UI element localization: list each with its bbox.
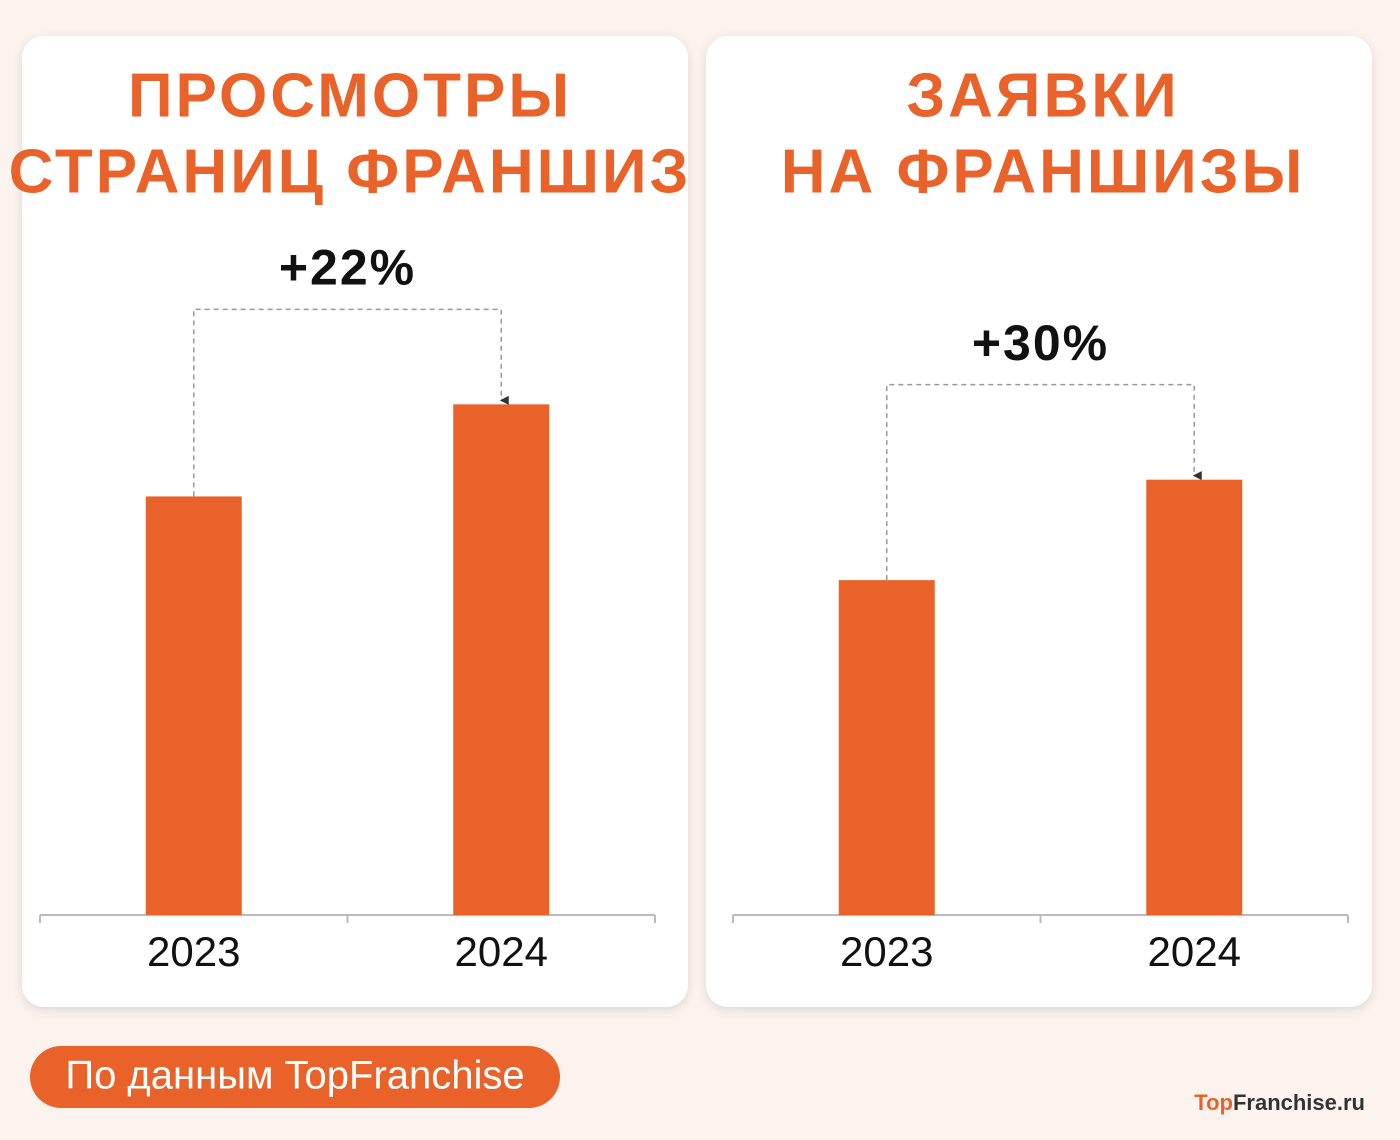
chart-title: ЗАЯВКИ xyxy=(906,61,1179,130)
chart-title: НА ФРАНШИЗЫ xyxy=(781,137,1306,206)
x-tick-label: 2023 xyxy=(840,928,933,975)
logo-prefix: Top xyxy=(1194,1090,1233,1115)
chart-title: ПРОСМОТРЫ xyxy=(128,61,572,130)
bar xyxy=(838,580,935,915)
bar xyxy=(1146,479,1243,915)
logo: TopFranchise.ru xyxy=(1194,1090,1365,1115)
chart-title: СТРАНИЦ ФРАНШИЗ xyxy=(9,137,692,206)
source-pill xyxy=(30,1046,560,1108)
change-connector xyxy=(193,308,509,497)
x-tick-label: 2023 xyxy=(147,928,240,975)
bar xyxy=(145,496,242,915)
x-tick-label: 2024 xyxy=(455,928,548,975)
x-tick-label: 2024 xyxy=(1148,928,1241,975)
change-annotation: +30% xyxy=(972,315,1109,371)
logo-rest: Franchise.ru xyxy=(1233,1090,1365,1115)
change-annotation: +22% xyxy=(279,240,416,296)
source: По данным TopFranchise xyxy=(65,1054,524,1098)
bar xyxy=(453,404,550,915)
